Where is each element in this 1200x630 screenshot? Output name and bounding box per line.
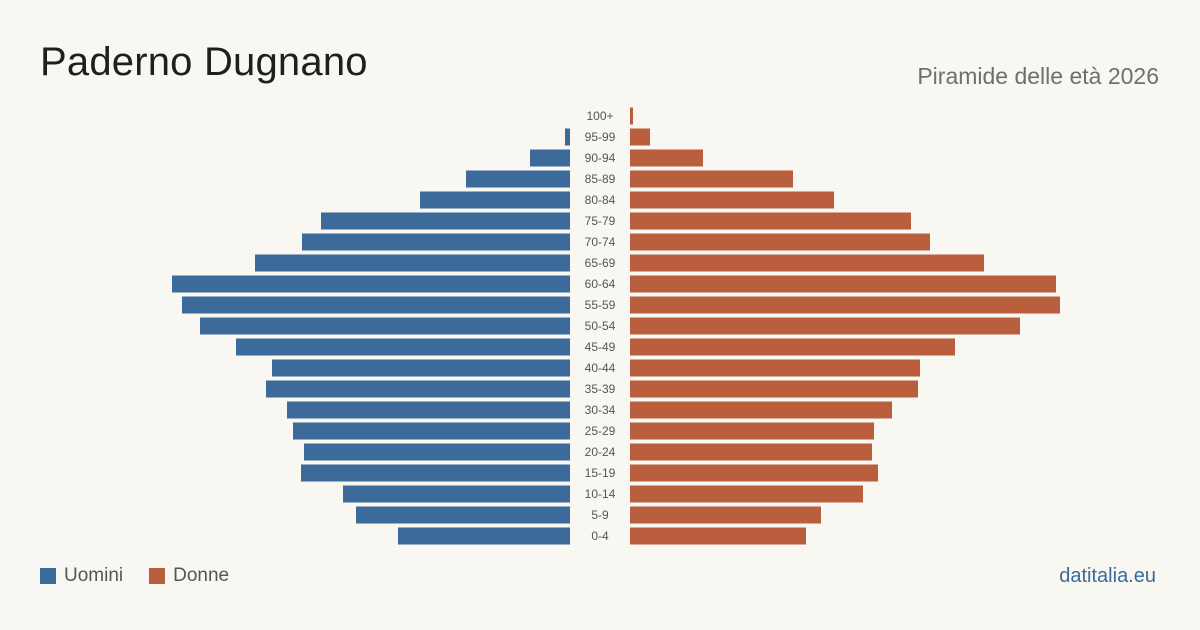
bar-men-30-34 — [287, 401, 570, 419]
bar-men-75-79 — [321, 212, 570, 230]
bar-men-55-59 — [182, 296, 570, 314]
age-label-15-19: 15-19 — [585, 466, 616, 480]
legend-label-men: Uomini — [64, 565, 124, 586]
bar-women-85-89 — [630, 170, 793, 188]
bar-women-30-34 — [630, 401, 892, 419]
bar-men-35-39 — [266, 380, 570, 398]
bar-men-15-19 — [301, 464, 570, 482]
bar-women-20-24 — [630, 443, 872, 461]
bar-women-25-29 — [630, 422, 874, 440]
age-label-55-59: 55-59 — [585, 298, 616, 312]
age-label-0-4: 0-4 — [591, 529, 609, 543]
age-label-10-14: 10-14 — [585, 487, 616, 501]
bar-women-40-44 — [630, 359, 920, 377]
age-label-20-24: 20-24 — [585, 445, 616, 459]
age-label-80-84: 80-84 — [585, 193, 616, 207]
bar-men-90-94 — [530, 149, 570, 167]
chart-subtitle: Piramide delle età 2026 — [917, 63, 1159, 89]
bar-men-65-69 — [255, 254, 570, 272]
legend: Uomini Donne — [40, 565, 255, 587]
bar-women-0-4 — [630, 527, 806, 545]
bar-men-45-49 — [236, 338, 570, 356]
age-label-65-69: 65-69 — [585, 256, 616, 270]
bar-women-15-19 — [630, 464, 878, 482]
bar-women-55-59 — [630, 296, 1060, 314]
brand-link[interactable]: datitalia.eu — [1059, 565, 1156, 587]
age-label-60-64: 60-64 — [585, 277, 616, 291]
bar-men-20-24 — [304, 443, 570, 461]
bar-women-60-64 — [630, 275, 1056, 293]
age-label-70-74: 70-74 — [585, 235, 616, 249]
age-label-95-99: 95-99 — [585, 130, 616, 144]
age-label-45-49: 45-49 — [585, 340, 616, 354]
legend-label-women: Donne — [173, 565, 230, 586]
legend-item-men: Uomini — [40, 565, 123, 587]
age-label-5-9: 5-9 — [591, 508, 609, 522]
chart-title: Paderno Dugnano — [40, 40, 368, 84]
legend-item-women: Donne — [149, 565, 229, 587]
bar-women-50-54 — [630, 317, 1020, 335]
bar-men-5-9 — [356, 506, 570, 524]
age-label-100+: 100+ — [586, 109, 613, 123]
bar-men-85-89 — [466, 170, 570, 188]
bar-men-10-14 — [343, 485, 570, 503]
bar-women-35-39 — [630, 380, 918, 398]
bar-women-65-69 — [630, 254, 984, 272]
bar-men-80-84 — [420, 191, 570, 209]
bar-women-95-99 — [630, 128, 650, 146]
bar-men-25-29 — [293, 422, 570, 440]
age-label-85-89: 85-89 — [585, 172, 616, 186]
bar-men-70-74 — [302, 233, 570, 251]
bar-men-60-64 — [172, 275, 570, 293]
age-label-75-79: 75-79 — [585, 214, 616, 228]
age-label-25-29: 25-29 — [585, 424, 616, 438]
bar-women-90-94 — [630, 149, 703, 167]
bar-women-75-79 — [630, 212, 911, 230]
age-label-40-44: 40-44 — [585, 361, 616, 375]
age-label-35-39: 35-39 — [585, 382, 616, 396]
legend-swatch-men — [40, 568, 56, 584]
bar-women-5-9 — [630, 506, 821, 524]
bar-women-45-49 — [630, 338, 955, 356]
age-label-50-54: 50-54 — [585, 319, 616, 333]
bar-women-100+ — [630, 107, 633, 125]
bar-men-95-99 — [565, 128, 570, 146]
bar-women-80-84 — [630, 191, 834, 209]
bar-men-40-44 — [272, 359, 570, 377]
bar-women-10-14 — [630, 485, 863, 503]
legend-swatch-women — [149, 568, 166, 584]
bar-men-50-54 — [200, 317, 570, 335]
age-label-90-94: 90-94 — [585, 151, 616, 165]
bar-women-70-74 — [630, 233, 930, 251]
bar-men-0-4 — [398, 527, 570, 545]
age-label-30-34: 30-34 — [585, 403, 616, 417]
